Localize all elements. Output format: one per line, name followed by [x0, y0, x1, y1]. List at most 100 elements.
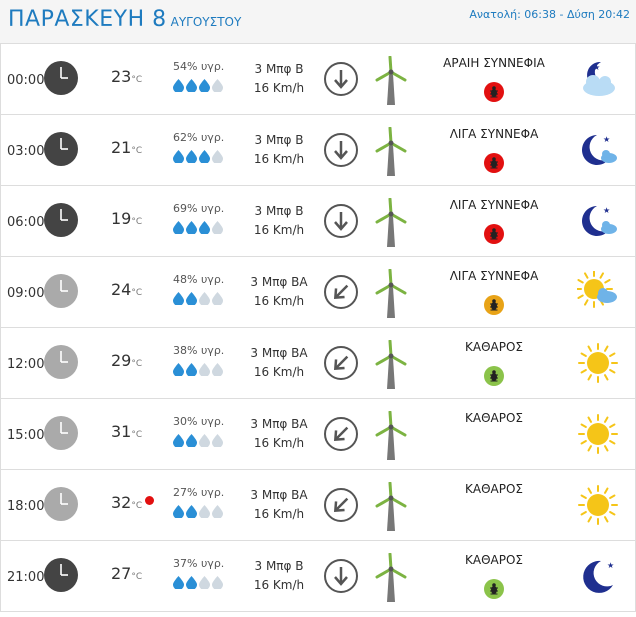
- wind-turbine-icon: [374, 55, 408, 106]
- temperature-value: 19: [111, 209, 132, 228]
- humidity-drops: [173, 361, 223, 377]
- insect-index-icon: [484, 224, 504, 244]
- drop-icon: [173, 503, 184, 519]
- wind-beaufort: 3 Μπφ ΒΑ: [250, 275, 308, 289]
- humidity: 30% υγρ.: [173, 415, 225, 428]
- drop-icon: [186, 503, 197, 519]
- day-title: ΠΑΡΑΣΚΕΥΗ 8 ΑΥΓΟΥΣΤΟΥ: [8, 7, 242, 32]
- wind-speed: 16 Km/h: [253, 81, 305, 95]
- drop-icon: [199, 432, 210, 448]
- drop-icon: [212, 290, 223, 306]
- temperature: 32°C: [111, 493, 142, 512]
- wind-direction-icon: [323, 132, 359, 168]
- time-label: 21:00: [7, 570, 45, 585]
- time-label: 03:00: [7, 144, 45, 159]
- moon-small-cloud-icon: ★: [577, 200, 619, 242]
- clock-icon: [44, 416, 78, 450]
- drop-icon: [173, 77, 184, 93]
- drop-icon: [186, 574, 197, 590]
- wind-turbine-icon: [374, 126, 408, 177]
- drop-icon: [199, 503, 210, 519]
- wind-info: 3 Μπφ Β 16 Km/h: [239, 131, 319, 169]
- temperature-unit: °C: [131, 146, 143, 156]
- drop-icon: [173, 148, 184, 164]
- wind-beaufort: 3 Μπφ ΒΑ: [250, 488, 308, 502]
- clock-icon: [44, 558, 78, 592]
- day-header: ΠΑΡΑΣΚΕΥΗ 8 ΑΥΓΟΥΣΤΟΥ Ανατολή: 06:38 - Δύ…: [0, 0, 636, 44]
- drop-icon: [186, 432, 197, 448]
- wind-direction-icon: [323, 416, 359, 452]
- wind-info: 3 Μπφ Β 16 Km/h: [239, 557, 319, 595]
- forecast-row: 09:00 24°C 48% υγρ. 3 Μπφ ΒΑ 16 Km/h ΛΙΓΑ ΣΥΝ…: [0, 257, 636, 328]
- drop-icon: [173, 361, 184, 377]
- wind-beaufort: 3 Μπφ Β: [254, 204, 304, 218]
- drop-icon: [186, 77, 197, 93]
- wind-speed: 16 Km/h: [253, 365, 305, 379]
- clock-icon: [44, 61, 78, 95]
- drop-icon: [173, 219, 184, 235]
- time-label: 18:00: [7, 499, 45, 514]
- wind-beaufort: 3 Μπφ Β: [254, 133, 304, 147]
- humidity: 69% υγρ.: [173, 202, 225, 215]
- wind-turbine-icon: [374, 339, 408, 390]
- drop-icon: [212, 77, 223, 93]
- forecast-row: 21:00 27°C 37% υγρ. 3 Μπφ Β 16 Km/h ΚΑΘΑΡΟΣ ★: [0, 541, 636, 612]
- moon-cloud-icon: ★: [577, 58, 619, 100]
- wind-speed: 16 Km/h: [253, 507, 305, 521]
- svg-text:★: ★: [603, 135, 610, 144]
- condition-label: ΚΑΘΑΡΟΣ: [465, 340, 523, 354]
- humidity: 27% υγρ.: [173, 486, 225, 499]
- wind-speed: 16 Km/h: [253, 294, 305, 308]
- time-label: 12:00: [7, 357, 45, 372]
- clock-icon: [44, 203, 78, 237]
- sunrise-sunset: Ανατολή: 06:38 - Δύση 20:42: [469, 8, 630, 21]
- drop-icon: [212, 574, 223, 590]
- wind-direction-icon: [323, 558, 359, 594]
- temperature-value: 32: [111, 493, 132, 512]
- wind-turbine-icon: [374, 197, 408, 248]
- humidity-drops: [173, 219, 223, 235]
- temperature: 19°C: [111, 209, 142, 228]
- time-label: 09:00: [7, 286, 45, 301]
- temperature-unit: °C: [131, 217, 143, 227]
- wind-turbine-icon: [374, 481, 408, 532]
- wind-turbine-icon: [374, 410, 408, 461]
- temperature: 24°C: [111, 280, 142, 299]
- sun-cloud-icon: [575, 270, 619, 313]
- temperature-unit: °C: [131, 572, 143, 582]
- drop-icon: [199, 77, 210, 93]
- wind-info: 3 Μπφ ΒΑ 16 Km/h: [239, 273, 319, 311]
- insect-index-icon: [484, 366, 504, 386]
- temperature-value: 21: [111, 138, 132, 157]
- svg-text:★: ★: [607, 561, 614, 570]
- drop-icon: [199, 574, 210, 590]
- temperature-value: 31: [111, 422, 132, 441]
- sun-icon: [577, 342, 619, 384]
- moon-icon: ★: [577, 555, 619, 597]
- drop-icon: [199, 361, 210, 377]
- wind-info: 3 Μπφ Β 16 Km/h: [239, 60, 319, 98]
- drop-icon: [199, 219, 210, 235]
- drop-icon: [186, 361, 197, 377]
- wind-info: 3 Μπφ ΒΑ 16 Km/h: [239, 415, 319, 453]
- sun-icon: [577, 484, 619, 526]
- humidity-drops: [173, 432, 223, 448]
- condition-label: ΛΙΓΑ ΣΥΝΝΕΦΑ: [449, 127, 539, 141]
- condition-label: ΚΑΘΑΡΟΣ: [465, 553, 523, 567]
- wind-speed: 16 Km/h: [253, 152, 305, 166]
- forecast-row: 18:00 32°C 27% υγρ. 3 Μπφ ΒΑ 16 Km/h ΚΑΘΑΡΟΣ: [0, 470, 636, 541]
- drop-icon: [173, 432, 184, 448]
- forecast-row: 15:00 31°C 30% υγρ. 3 Μπφ ΒΑ 16 Km/h ΚΑΘΑΡΟΣ: [0, 399, 636, 470]
- time-label: 06:00: [7, 215, 45, 230]
- wind-direction-icon: [323, 61, 359, 97]
- drop-icon: [212, 361, 223, 377]
- drop-icon: [212, 432, 223, 448]
- insect-index-icon: [484, 579, 504, 599]
- humidity: 62% υγρ.: [173, 131, 225, 144]
- clock-icon: [44, 487, 78, 521]
- humidity: 37% υγρ.: [173, 557, 225, 570]
- wind-beaufort: 3 Μπφ ΒΑ: [250, 417, 308, 431]
- drop-icon: [173, 290, 184, 306]
- insect-index-icon: [484, 82, 504, 102]
- temperature-unit: °C: [131, 501, 143, 511]
